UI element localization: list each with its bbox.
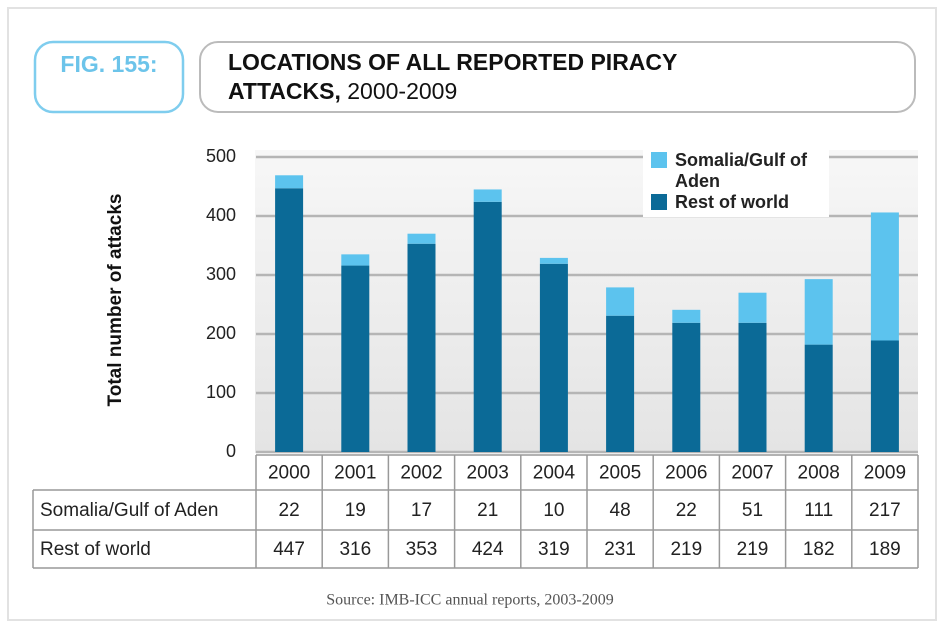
legend-swatch [651,194,667,210]
frame [7,7,937,621]
x-tick-label: 2006 [665,463,707,484]
x-tick-label: 2002 [400,463,442,484]
bar-segment [672,322,701,452]
bar-segment [606,287,635,316]
table-value: 111 [804,500,833,521]
x-tick-label: 2004 [533,463,576,484]
table-value: 217 [869,500,901,521]
y-tick-label: 500 [206,146,236,166]
bar-segment [341,265,370,452]
table-value: 51 [742,500,763,521]
legend-swatch [651,152,667,168]
table-row-label: Somalia/Gulf of Aden [40,500,219,521]
legend-label: Somalia/Gulf of Aden [675,150,808,191]
bar-segment [804,279,833,345]
table-value: 219 [670,539,702,560]
chart-title: LOCATIONS OF ALL REPORTED PIRACY [228,49,677,75]
bar-segment [473,189,502,202]
y-axis-label: Total number of attacks [105,194,126,407]
title-box [199,41,916,113]
figure-label: FIG. 155: [60,51,157,77]
bar-segment [341,254,370,266]
table-value: 231 [604,539,636,560]
bar-segment [738,292,767,323]
chart-title-line: ATTACKS, 2000-2009 [228,78,457,104]
table-value: 10 [543,500,564,521]
table-value: 21 [477,500,498,521]
bar-segment [738,322,767,452]
source: Source: IMB-ICC annual reports, 2003-200… [326,592,614,609]
y-tick-label: 400 [206,205,236,225]
x-tick-label: 2005 [599,463,641,484]
bar-segment [407,233,436,244]
y-tick-label: 200 [206,323,236,343]
title-part: ATTACKS, [228,78,341,104]
legend-label: Rest of world [675,192,790,212]
table-value: 424 [472,539,504,560]
figure-box [33,40,185,114]
table-row-label: Rest of world [40,539,151,560]
table-value: 353 [406,539,438,560]
bar-segment [672,309,701,323]
bar-segment [275,188,304,452]
table-value: 17 [411,500,432,521]
x-tick-label: 2003 [467,463,509,484]
x-tick-label: 2001 [334,463,376,484]
bar-segment [275,175,304,189]
bar-segment [407,243,436,452]
x-tick-label: 2009 [864,463,906,484]
table-value: 182 [803,539,835,560]
table-value: 316 [339,539,371,560]
title-years: 2000-2009 [347,78,457,104]
x-tick-label: 2000 [268,463,310,484]
table-value: 19 [345,500,366,521]
y-tick-label: 100 [206,382,236,402]
table-value: 22 [279,500,300,521]
y-tick-label: 0 [226,441,236,461]
legend: Somalia/Gulf of Aden Rest of world [643,146,829,217]
bar-segment [473,201,502,452]
legend-item: Somalia/Gulf of Aden [651,150,821,192]
bar-segment [606,315,635,452]
table-value: 189 [869,539,901,560]
table-value: 319 [538,539,570,560]
x-tick-label: 2007 [731,463,773,484]
bar-segment [539,263,568,452]
table-value: 48 [610,500,631,521]
bar-segment [539,257,568,264]
legend-item: Rest of world [651,192,821,213]
table-value: 22 [676,500,697,521]
bar-segment [870,212,899,341]
y-tick-label: 300 [206,264,236,284]
table-value: 219 [737,539,769,560]
table-value: 447 [273,539,305,560]
bar-segment [870,340,899,452]
x-tick-label: 2008 [798,463,840,484]
bar-segment [804,344,833,452]
